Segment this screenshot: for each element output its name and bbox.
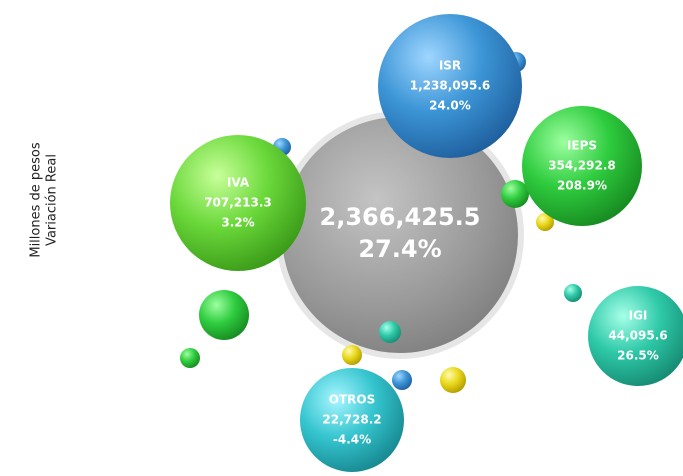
center-change: 27.4%: [358, 235, 441, 263]
ball: [199, 290, 249, 340]
node-value: 1,238,095.6: [410, 79, 490, 93]
node-label: IVA: [227, 176, 250, 190]
ball: [564, 284, 582, 302]
node: IGI 44,095.6 26.5%: [588, 286, 683, 386]
ball: [501, 180, 529, 208]
node-value: 44,095.6: [608, 329, 667, 343]
node-change: -4.4%: [333, 433, 371, 447]
node-change: 208.9%: [557, 179, 607, 193]
decor-balls-front: [342, 180, 554, 393]
node-value: 22,728.2: [322, 413, 381, 427]
node: ISR 1,238,095.6 24.0%: [378, 14, 522, 158]
ball: [536, 213, 554, 231]
node-label: IGI: [629, 309, 648, 323]
nodes: ISR 1,238,095.6 24.0% IVA 707,213.3 3.2% IEPS 3…: [170, 14, 683, 472]
axis-label-line: Variación Real: [45, 154, 60, 246]
node-value: 707,213.3: [204, 196, 272, 210]
axis-label-line: Millones de pesos: [29, 142, 44, 258]
node-value: 354,292.8: [548, 159, 616, 173]
node-circle: [170, 135, 306, 271]
node: OTROS 22,728.2 -4.4%: [300, 368, 404, 472]
node: IEPS 354,292.8 208.9%: [522, 106, 642, 226]
ball: [342, 345, 362, 365]
node-circle: [378, 14, 522, 158]
node-change: 26.5%: [617, 349, 659, 363]
ball: [379, 321, 401, 343]
node-circle: [588, 286, 683, 386]
ball: [440, 367, 466, 393]
node-change: 3.2%: [221, 216, 254, 230]
center-circle: [282, 117, 518, 353]
node-change: 24.0%: [429, 99, 471, 113]
node-circle: [522, 106, 642, 226]
node-label: IEPS: [567, 139, 597, 153]
center-bubble: 2,366,425.5 27.4%: [276, 111, 524, 359]
node: IVA 707,213.3 3.2%: [170, 135, 306, 271]
node-label: ISR: [439, 59, 461, 73]
ball: [392, 370, 412, 390]
ball: [180, 348, 200, 368]
node-label: OTROS: [329, 393, 375, 407]
node-circle: [300, 368, 404, 472]
center-value: 2,366,425.5: [320, 203, 481, 231]
axis-label: Millones de pesos Variación Real: [29, 142, 60, 258]
